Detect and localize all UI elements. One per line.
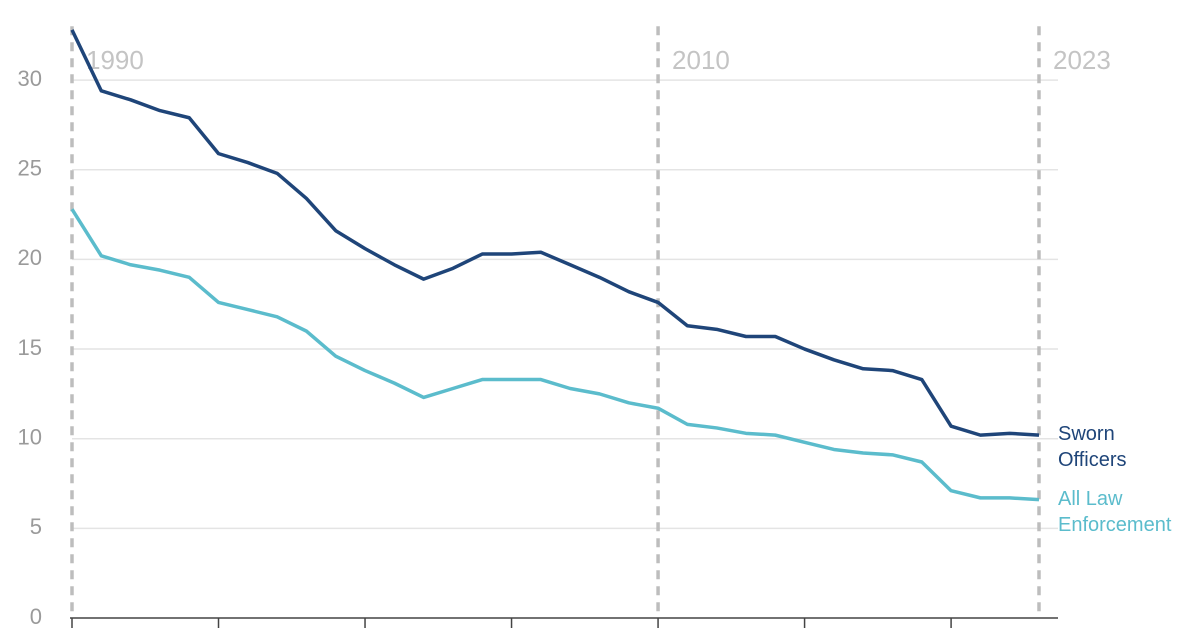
y-tick-label: 30 <box>18 66 42 91</box>
y-tick-label: 15 <box>18 335 42 360</box>
y-tick-label: 20 <box>18 245 42 270</box>
y-tick-label: 5 <box>30 514 42 539</box>
y-tick-label: 10 <box>18 425 42 450</box>
series-label: All Law Enforcement <box>1058 487 1172 536</box>
reference-label: 1990 <box>86 45 144 75</box>
y-tick-label: 0 <box>30 604 42 629</box>
reference-label: 2010 <box>672 45 730 75</box>
series-label: Sworn Officers <box>1058 423 1127 472</box>
series-line <box>70 29 1040 437</box>
y-tick-label: 25 <box>18 156 42 181</box>
series-line <box>70 208 1040 502</box>
reference-label: 2023 <box>1053 45 1111 75</box>
